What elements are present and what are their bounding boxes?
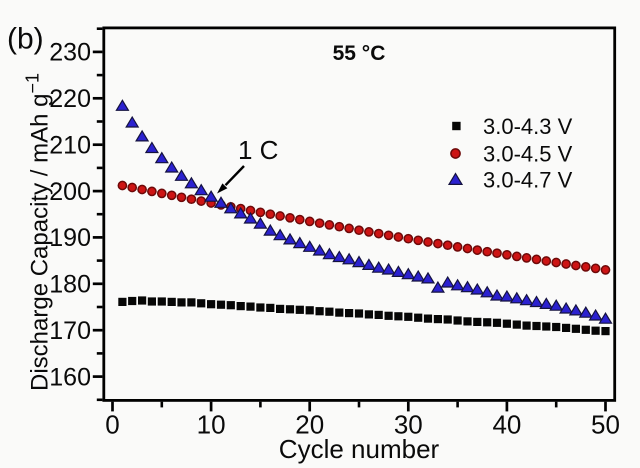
svg-text:3.0-4.5 V: 3.0-4.5 V xyxy=(483,142,573,167)
svg-text:30: 30 xyxy=(394,410,423,440)
svg-text:3.0-4.3 V: 3.0-4.3 V xyxy=(483,114,573,139)
svg-text:50: 50 xyxy=(591,410,620,440)
svg-text:(b): (b) xyxy=(7,23,44,56)
svg-text:190: 190 xyxy=(49,224,91,252)
svg-text:160: 160 xyxy=(49,363,91,391)
svg-text:40: 40 xyxy=(492,410,521,440)
svg-text:55 °C: 55 °C xyxy=(333,42,386,65)
svg-text:20: 20 xyxy=(295,410,324,440)
svg-text:Discharge Capacity / mAh g−1: Discharge Capacity / mAh g−1 xyxy=(23,73,54,391)
svg-text:180: 180 xyxy=(49,271,91,299)
svg-text:200: 200 xyxy=(49,178,91,206)
svg-text:1 C: 1 C xyxy=(238,135,278,165)
svg-text:3.0-4.7 V: 3.0-4.7 V xyxy=(483,168,573,193)
svg-text:170: 170 xyxy=(49,317,91,345)
svg-text:220: 220 xyxy=(49,85,91,113)
svg-text:210: 210 xyxy=(49,132,91,160)
svg-text:230: 230 xyxy=(49,39,91,67)
svg-text:10: 10 xyxy=(197,410,226,440)
svg-text:Cycle number: Cycle number xyxy=(279,434,440,464)
svg-text:0: 0 xyxy=(105,410,119,440)
